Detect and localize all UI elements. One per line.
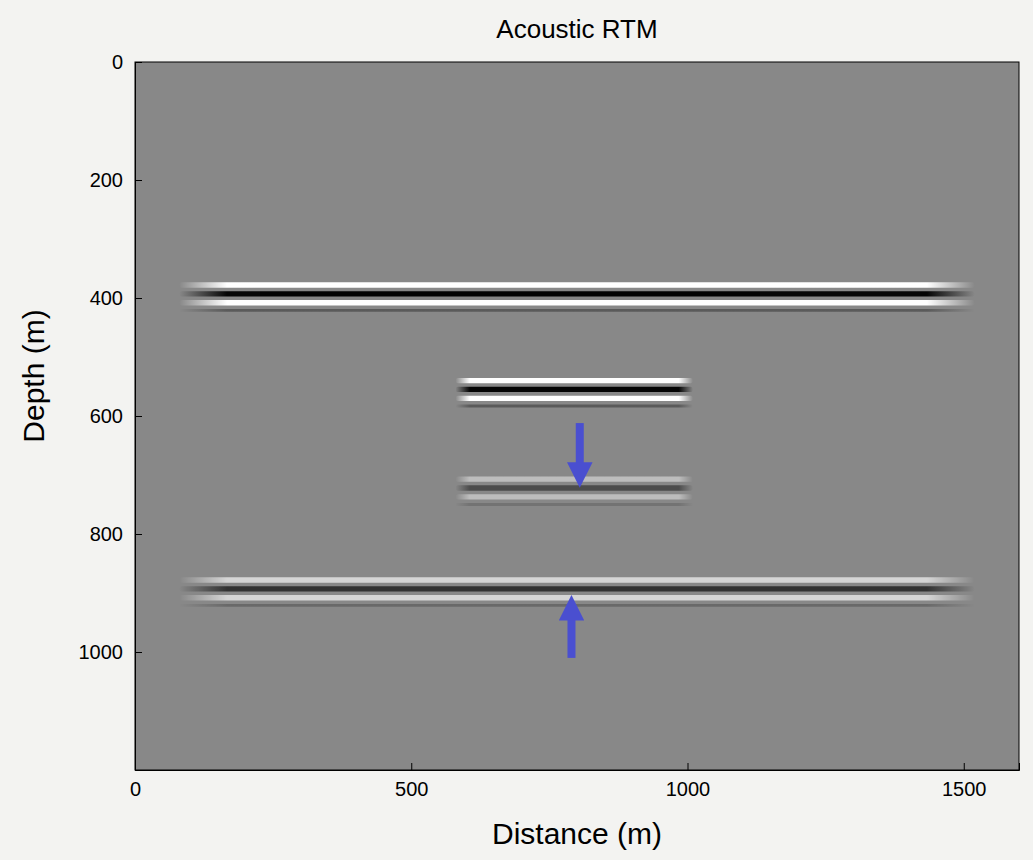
tick: 400 bbox=[90, 287, 142, 309]
plot-area: 0 500 1000 1500 0 200 400 600 800 1000 bbox=[79, 51, 1020, 800]
tick-label: 800 bbox=[90, 523, 123, 545]
reflector-band bbox=[455, 476, 693, 481]
reflector bbox=[455, 476, 693, 506]
x-axis: 0 500 1000 1500 bbox=[130, 763, 1020, 800]
tick-label: 0 bbox=[130, 778, 141, 800]
image-background bbox=[135, 62, 1019, 770]
reflector bbox=[455, 378, 693, 408]
tick: 0 bbox=[112, 51, 142, 73]
reflector-band bbox=[179, 309, 975, 312]
tick: 500 bbox=[395, 763, 428, 800]
tick-mark bbox=[135, 416, 142, 417]
tick-label: 500 bbox=[395, 778, 428, 800]
tick-label: 200 bbox=[90, 169, 123, 191]
tick-label: 1500 bbox=[942, 778, 987, 800]
tick-label: 1000 bbox=[666, 778, 711, 800]
tick-mark bbox=[135, 298, 142, 299]
tick-mark bbox=[135, 180, 142, 181]
reflector-band bbox=[179, 282, 975, 287]
arrow bbox=[576, 423, 584, 475]
y-axis-title: Depth (m) bbox=[17, 309, 50, 442]
y-axis: 0 200 400 600 800 1000 bbox=[79, 51, 143, 771]
reflector-band bbox=[179, 604, 975, 607]
axis-line bbox=[136, 63, 143, 771]
reflector bbox=[179, 282, 975, 312]
frame bbox=[135, 62, 1019, 770]
tick: 1000 bbox=[666, 763, 711, 800]
reflector-band bbox=[179, 300, 975, 305]
tick-mark bbox=[135, 62, 142, 63]
arrow bbox=[567, 608, 575, 658]
x-axis-title: Distance (m) bbox=[492, 817, 662, 850]
image-content bbox=[179, 282, 975, 658]
reflector-band bbox=[179, 577, 975, 582]
reflector-band bbox=[455, 387, 693, 392]
tick-label: 1000 bbox=[79, 641, 124, 663]
tick-mark bbox=[411, 763, 412, 770]
reflector-band bbox=[455, 494, 693, 499]
reflector-band bbox=[455, 404, 693, 407]
reflector-band bbox=[455, 503, 693, 506]
tick-mark bbox=[135, 652, 142, 653]
axis-line bbox=[136, 763, 1020, 771]
tick: 1000 bbox=[79, 641, 143, 663]
tick: 600 bbox=[90, 405, 142, 427]
tick-mark bbox=[135, 534, 142, 535]
tick: 800 bbox=[90, 523, 142, 545]
tick-label: 0 bbox=[112, 51, 123, 73]
reflector-band bbox=[179, 595, 975, 600]
tick-mark bbox=[964, 763, 965, 770]
reflector bbox=[179, 577, 975, 607]
tick-label: 400 bbox=[90, 287, 123, 309]
reflector-band bbox=[179, 291, 975, 296]
tick: 1500 bbox=[942, 763, 987, 800]
reflector-band bbox=[455, 396, 693, 401]
tick: 200 bbox=[90, 169, 142, 191]
reflector-band bbox=[455, 378, 693, 383]
reflector-band bbox=[179, 586, 975, 591]
chart: 0 500 1000 1500 0 200 400 600 800 1000 Acoustic RT… bbox=[0, 0, 1033, 860]
reflector-band bbox=[455, 485, 693, 490]
title: Acoustic RTM bbox=[496, 14, 657, 44]
tick-label: 600 bbox=[90, 405, 123, 427]
tick-mark bbox=[688, 763, 689, 770]
